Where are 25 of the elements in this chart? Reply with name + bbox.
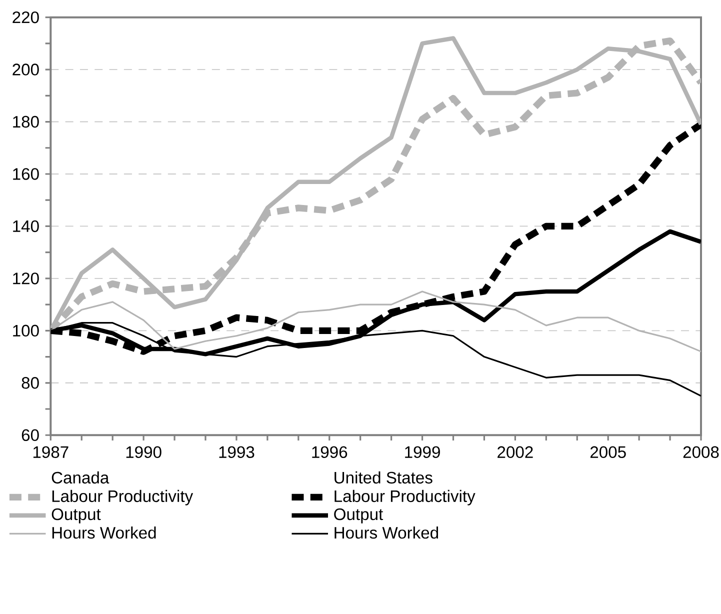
legend-label: Labour Productivity	[334, 490, 476, 506]
x-tick-label: 1990	[126, 446, 162, 458]
y-tick-label: 220	[12, 12, 39, 24]
legend-label: Output	[334, 508, 384, 524]
x-tick-label: 1987	[33, 446, 68, 458]
legend-label: Output	[52, 508, 101, 524]
y-tick-label: 100	[13, 324, 39, 337]
y-tick-label: 200	[12, 64, 39, 76]
legend-label: Hours Worked	[52, 526, 156, 539]
y-tick-label: 120	[13, 272, 39, 284]
y-tick-label: 80	[22, 377, 39, 389]
y-tick-label: 160	[13, 168, 39, 180]
x-tick-label: 1996	[312, 446, 348, 458]
y-tick-label: 180	[13, 116, 39, 128]
text: Canada	[52, 472, 110, 484]
x-tick-label: 2002	[498, 446, 533, 458]
x-tick-label: 1999	[405, 446, 440, 458]
y-tick-label: 60	[22, 429, 39, 442]
y-tick-label: 140	[13, 220, 39, 232]
x-tick-label: 2008	[683, 446, 719, 458]
x-tick-label: 1993	[219, 446, 254, 458]
text: United States	[334, 472, 432, 484]
legend-label: Labour Productivity	[52, 490, 194, 506]
x-tick-label: 2005	[590, 446, 626, 458]
legend-label: Hours Worked	[334, 526, 438, 539]
